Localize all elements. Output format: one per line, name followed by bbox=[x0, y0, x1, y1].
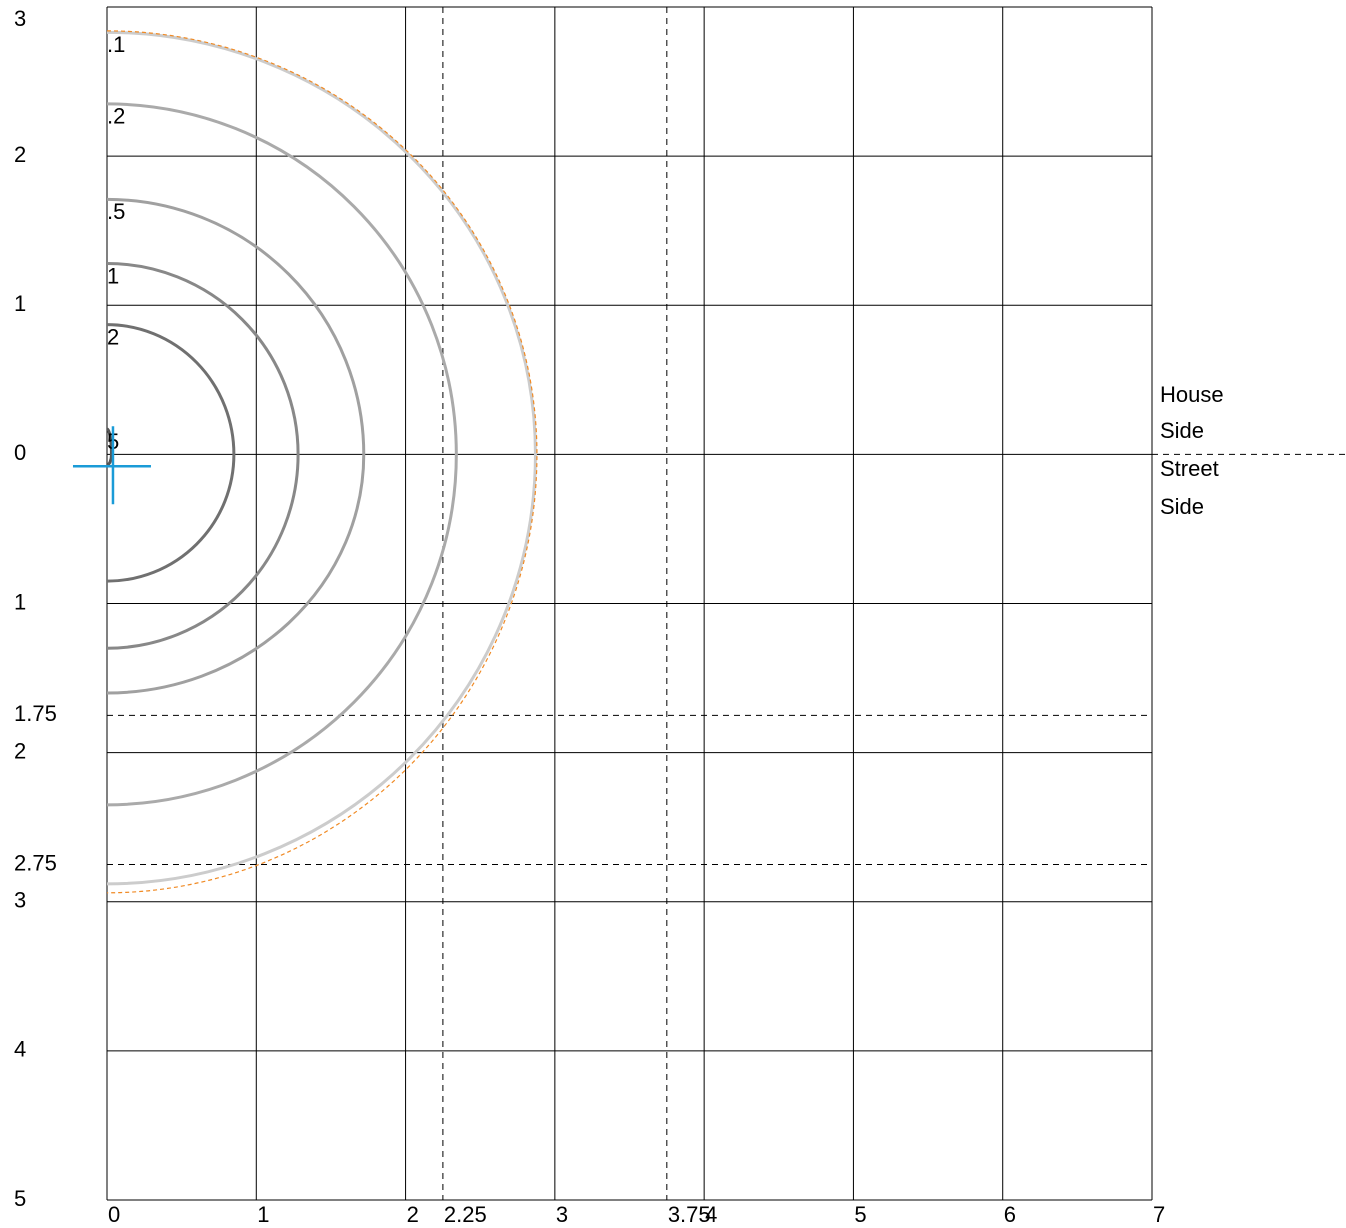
contour bbox=[106, 197, 366, 695]
x-tick-label: 2 bbox=[407, 1202, 419, 1227]
y-tick-label: 4 bbox=[14, 1037, 26, 1062]
y-tick-label: 2 bbox=[14, 142, 26, 167]
contour bbox=[106, 323, 236, 583]
x-ref-label: 2.25 bbox=[444, 1202, 487, 1227]
contour-label: .1 bbox=[107, 32, 125, 57]
x-tick-label: 0 bbox=[108, 1202, 120, 1227]
y-tick-label: 1 bbox=[14, 589, 26, 614]
contour bbox=[106, 261, 300, 650]
y-tick-label: 1 bbox=[14, 291, 26, 316]
y-ref-label: 1.75 bbox=[14, 701, 57, 726]
x-tick-label: 5 bbox=[854, 1202, 866, 1227]
house-side-label: House bbox=[1160, 382, 1224, 407]
x-tick-label: 3 bbox=[556, 1202, 568, 1227]
contour bbox=[106, 102, 458, 807]
house-side-label: Side bbox=[1160, 418, 1204, 443]
y-tick-label: 0 bbox=[14, 440, 26, 465]
y-tick-label: 2 bbox=[14, 738, 26, 763]
x-ref-label: 3.75 bbox=[668, 1202, 711, 1227]
contour-dashed bbox=[106, 30, 538, 894]
street-side-label: Side bbox=[1160, 494, 1204, 519]
y-tick-label: 3 bbox=[14, 888, 26, 913]
x-tick-label: 1 bbox=[257, 1202, 269, 1227]
contour-label: 2 bbox=[107, 324, 119, 349]
street-side-label: Street bbox=[1160, 456, 1219, 481]
y-ref-label: 2.75 bbox=[14, 850, 57, 875]
y-tick-label: 5 bbox=[14, 1186, 26, 1211]
x-tick-label: 6 bbox=[1004, 1202, 1016, 1227]
contour-label: .2 bbox=[107, 104, 125, 129]
contour bbox=[106, 30, 537, 886]
x-tick-label: 4 bbox=[705, 1202, 717, 1227]
x-tick-label: 7 bbox=[1153, 1202, 1165, 1227]
contour-label: 1 bbox=[107, 263, 119, 288]
y-tick-label: 3 bbox=[14, 6, 26, 31]
contour bbox=[106, 427, 113, 467]
contour-label: .5 bbox=[107, 199, 125, 224]
